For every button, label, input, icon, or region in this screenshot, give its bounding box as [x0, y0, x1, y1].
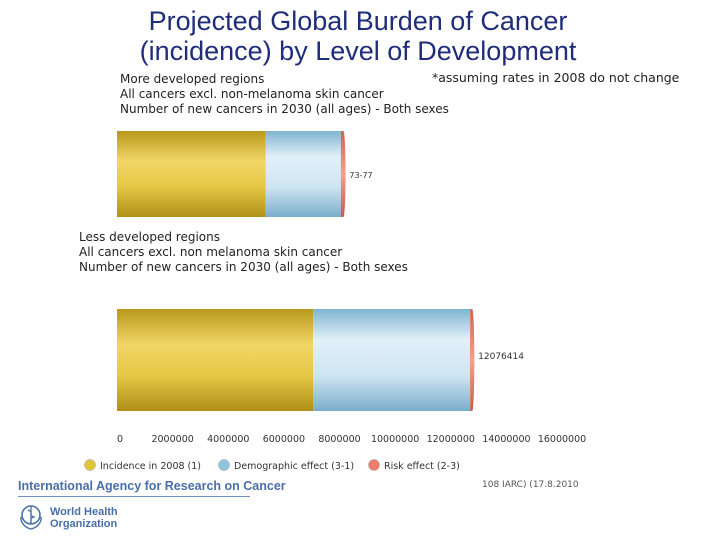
x-tick-label: 10000000 [371, 434, 419, 445]
panel-title-line: Number of new cancers in 2030 (all ages)… [120, 102, 449, 116]
panel-title-line: Less developed regions [79, 230, 220, 244]
x-tick-label: 8000000 [318, 434, 360, 445]
slide-title-line1: Projected Global Burden of Cancer [148, 6, 568, 36]
legend-label-demographic-effect: Demographic effect (3-1) [234, 461, 354, 472]
who-text-line1: World Health [50, 506, 118, 518]
panel-title-line: All cancers excl. non-melanoma skin canc… [120, 87, 384, 101]
panel-title-line: All cancers excl. non melanoma skin canc… [79, 245, 343, 259]
bar-more-developed-incidence-2008 [117, 131, 266, 217]
x-tick-label: 6000000 [263, 434, 305, 445]
bar-cap-less-developed [469, 309, 475, 411]
total-label-more-developed: 73-77 [349, 171, 372, 180]
legend-swatch-incidence-2008 [84, 459, 96, 471]
legend-label-incidence-2008: Incidence in 2008 (1) [100, 461, 201, 472]
total-label-less-developed: 12076414 [478, 352, 524, 362]
iarc-logo-text: International Agency for Research on Can… [18, 479, 286, 493]
x-tick-label: 2000000 [151, 434, 193, 445]
x-tick-label: 16000000 [538, 434, 586, 445]
who-text: World Health Organization [50, 506, 118, 530]
assumption-note: *assuming rates in 2008 do not change [432, 70, 680, 85]
panel-title-line: Number of new cancers in 2030 (all ages)… [79, 260, 408, 274]
legend-swatch-demographic-effect [218, 459, 230, 471]
legend-swatch-risk-effect [368, 459, 380, 471]
bar-less-developed-incidence-2008 [117, 309, 314, 411]
x-tick-label: 14000000 [482, 434, 530, 445]
x-tick-label: 0 [117, 434, 123, 445]
bar-less-developed-demographic-effect [313, 309, 471, 411]
panel-title-less-developed: Less developed regions All cancers excl.… [79, 230, 408, 275]
legend-label-risk-effect: Risk effect (2-3) [384, 461, 460, 472]
bar-cap-more-developed [341, 131, 346, 217]
x-tick-label: 4000000 [207, 434, 249, 445]
x-tick-label: 12000000 [427, 434, 475, 445]
slide-title-line2: (incidence) by Level of Development [139, 36, 577, 66]
who-emblem-icon [20, 505, 42, 530]
panel-title-line: More developed regions [120, 72, 265, 86]
iarc-underline [18, 496, 250, 497]
source-note: 108 IARC) (17.8.2010 [482, 480, 579, 490]
panel-title-more-developed: More developed regions All cancers excl.… [120, 72, 449, 117]
who-text-line2: Organization [50, 518, 118, 530]
bar-more-developed-demographic-effect [265, 131, 341, 217]
